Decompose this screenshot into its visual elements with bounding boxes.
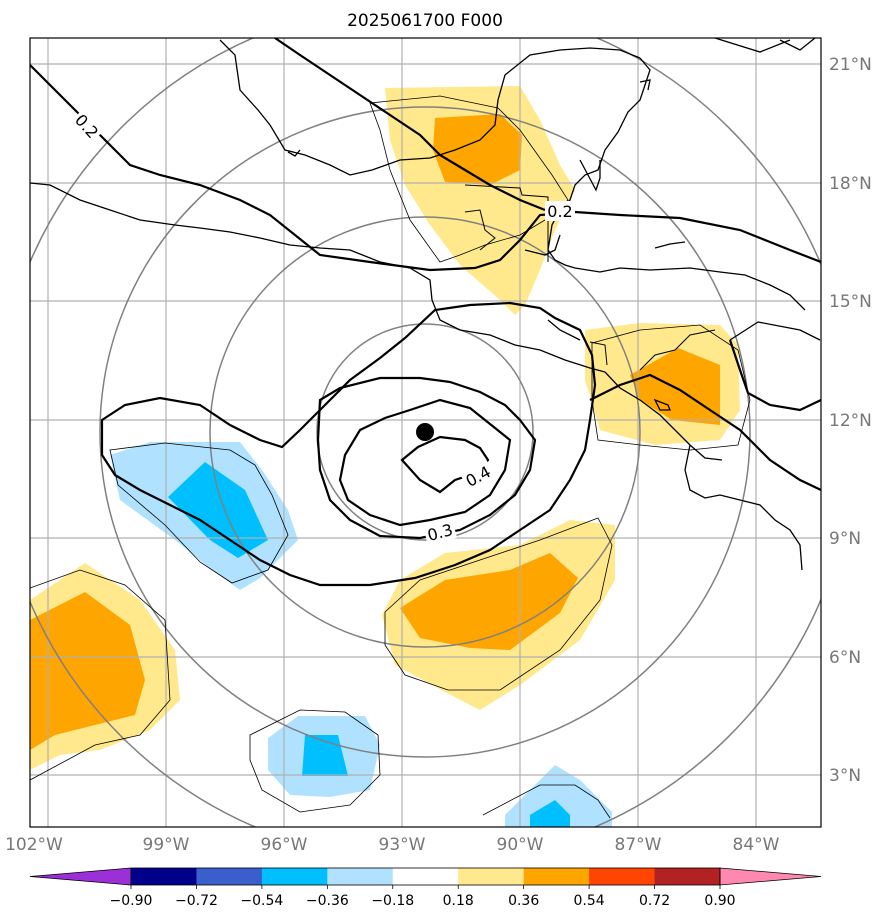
lon-label: 99°W [143,835,190,855]
colorbar-tick-label: 0.36 [508,893,539,909]
thin-contours [30,95,751,819]
colorbar-tick-label: −0.18 [371,893,414,909]
colorbar-swatch [654,868,721,885]
positive-anomaly-north [385,86,575,315]
positive-anomaly-north-core [433,114,522,185]
negative-anomaly-bottom [505,765,612,827]
longitude-labels: 102°W 99°W 96°W 93°W 90°W 87°W 84°W [5,835,780,855]
positive-anomaly-west-core [30,592,145,750]
colorbar-swatch [261,868,328,885]
colorbar-tick-label: 0.54 [574,893,605,909]
coastlines [30,38,821,571]
colorbar: −0.90 −0.72 −0.54 −0.36 −0.18 0.18 0.36 0.54 0.7… [29,867,822,909]
map-panel: 0.2 0.2 0.3 0.4 [30,38,821,827]
lat-label: 12°N [829,411,872,431]
colorbar-tick-label: 0.90 [704,893,735,909]
graticule [30,38,821,827]
latitude-labels: 21°N 18°N 15°N 12°N 9°N 6°N 3°N [829,55,872,786]
colorbar-tick-label: −0.54 [240,893,283,909]
colorbar-tick-label: −0.36 [306,893,349,909]
lon-label: 96°W [261,835,308,855]
colorbar-tick-label: 0.18 [443,893,474,909]
range-rings [30,38,821,827]
colorbar-extend-min [29,867,132,886]
lat-label: 9°N [829,529,861,549]
negative-anomaly-bottom-core [530,800,570,827]
colorbar-swatch [589,868,656,885]
storm-center-marker [416,423,434,441]
lat-label: 15°N [829,292,872,312]
contour-labels: 0.2 0.2 0.3 0.4 [68,107,575,546]
colorbar-swatch [327,868,394,885]
colorbar-tick-label: −0.90 [110,893,153,909]
colorbar-tick-label: 0.72 [639,893,670,909]
lat-label: 6°N [829,648,861,668]
colorbar-swatch [131,868,197,885]
lon-label: 90°W [497,835,544,855]
lon-label: 87°W [615,835,662,855]
lat-label: 21°N [829,55,872,75]
map-title: 2025061700 F000 [347,11,503,31]
positive-anomaly-south-core [400,553,578,650]
contour-label-b: 0.2 [547,202,572,221]
bold-contours [30,38,821,587]
lat-label: 18°N [829,174,872,194]
colorbar-swatch [458,868,525,885]
map-border [29,37,822,828]
lat-label: 3°N [829,766,861,786]
colorbar-outline [130,867,721,886]
colorbar-swatch [392,868,459,885]
lon-label: 84°W [733,835,780,855]
lon-label: 102°W [5,835,63,855]
colorbar-tick-label: −0.72 [175,893,218,909]
colorbar-swatch [523,868,590,885]
negative-anomaly-west-core [168,462,268,558]
lon-label: 93°W [379,835,426,855]
colorbar-swatch [196,868,263,885]
colorbar-extend-max [719,867,822,886]
